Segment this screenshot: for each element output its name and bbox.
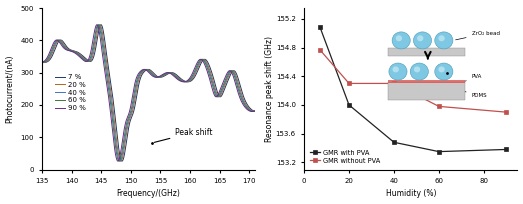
40 %: [228, 70, 234, 72]
GMR without PVA: [346, 82, 352, 85]
GMR without PVA: [503, 111, 509, 113]
60 %: [95, 23, 101, 26]
7 %: [179, 79, 185, 81]
90 %: [179, 80, 185, 83]
Y-axis label: Resonance peak shift (GHz): Resonance peak shift (GHz): [265, 36, 274, 142]
Line: GMR with PVA: GMR with PVA: [318, 25, 508, 154]
60 %: [179, 80, 185, 82]
60 %: [52, 41, 59, 43]
20 %: [118, 160, 124, 162]
20 %: [258, 107, 264, 110]
GMR without PVA: [317, 49, 323, 51]
20 %: [39, 61, 45, 64]
60 %: [116, 160, 122, 162]
7 %: [206, 63, 212, 66]
90 %: [258, 104, 264, 107]
GMR without PVA: [391, 82, 397, 85]
40 %: [173, 75, 179, 77]
X-axis label: Humidity (%): Humidity (%): [385, 190, 436, 198]
40 %: [39, 61, 45, 64]
20 %: [167, 71, 173, 74]
40 %: [179, 80, 185, 82]
Legend: GMR with PVA, GMR without PVA: GMR with PVA, GMR without PVA: [308, 147, 383, 166]
GMR with PVA: [503, 148, 509, 151]
40 %: [258, 106, 264, 109]
90 %: [39, 61, 45, 63]
60 %: [258, 105, 264, 108]
GMR with PVA: [391, 141, 397, 143]
X-axis label: Frequency/(GHz): Frequency/(GHz): [117, 190, 180, 198]
90 %: [115, 160, 121, 162]
90 %: [94, 23, 100, 26]
90 %: [228, 71, 234, 73]
Line: 7 %: 7 %: [42, 25, 261, 161]
90 %: [206, 75, 212, 78]
40 %: [96, 23, 102, 26]
60 %: [206, 71, 212, 74]
7 %: [52, 47, 59, 50]
40 %: [167, 71, 173, 74]
40 %: [52, 42, 59, 45]
GMR with PVA: [317, 26, 323, 28]
60 %: [228, 70, 234, 72]
Legend: 7 %, 20 %, 40 %, 60 %, 90 %: 7 %, 20 %, 40 %, 60 %, 90 %: [52, 71, 88, 114]
Line: 60 %: 60 %: [42, 25, 261, 161]
60 %: [167, 72, 173, 74]
Line: 20 %: 20 %: [42, 25, 261, 161]
20 %: [206, 66, 212, 69]
GMR with PVA: [346, 104, 352, 106]
20 %: [52, 44, 59, 47]
60 %: [39, 61, 45, 64]
Line: GMR without PVA: GMR without PVA: [318, 48, 508, 114]
7 %: [98, 23, 104, 26]
Text: Peak shift: Peak shift: [154, 128, 213, 142]
20 %: [179, 79, 185, 82]
40 %: [117, 160, 123, 162]
90 %: [167, 72, 173, 74]
7 %: [173, 73, 179, 75]
90 %: [173, 76, 179, 79]
40 %: [206, 69, 212, 71]
7 %: [119, 160, 125, 162]
20 %: [228, 70, 234, 73]
90 %: [52, 39, 59, 42]
20 %: [173, 74, 179, 76]
GMR with PVA: [436, 150, 442, 153]
Line: 90 %: 90 %: [42, 25, 261, 161]
7 %: [39, 61, 45, 64]
Y-axis label: Photocurrent/(nA): Photocurrent/(nA): [6, 54, 15, 123]
7 %: [228, 72, 234, 74]
7 %: [167, 72, 173, 74]
GMR without PVA: [436, 105, 442, 108]
Line: 40 %: 40 %: [42, 25, 261, 161]
7 %: [258, 108, 264, 111]
60 %: [173, 75, 179, 78]
20 %: [97, 23, 103, 26]
